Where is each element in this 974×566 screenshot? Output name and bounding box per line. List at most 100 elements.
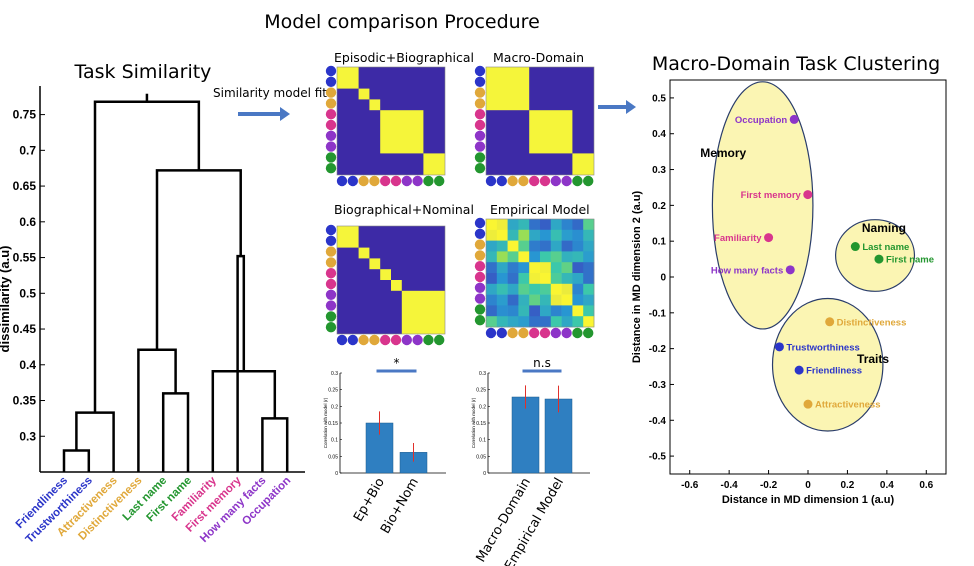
matrix-row-dot (325, 257, 337, 268)
matrix-cell (518, 240, 530, 252)
matrix-cell (529, 283, 541, 295)
matrix-row-dot (325, 130, 337, 141)
cluster-ellipse (834, 219, 916, 292)
matrix-row-dot (325, 109, 337, 120)
model-matrices-panel: Episodic+Biographical Macro-Domain Biograp… (325, 50, 595, 346)
matrix-row-dot (474, 119, 486, 131)
matrix-col-dot (539, 327, 551, 339)
scatter-y-tick-label: -0.4 (649, 416, 667, 427)
matrix-cell (529, 219, 541, 231)
bar-y-tick-label: 0.05 (328, 454, 338, 460)
matrix-row-dot (325, 65, 337, 77)
matrix-cell (540, 219, 552, 231)
matrix-col-dot (496, 327, 507, 339)
matrix-cell (540, 229, 552, 241)
matrix-col-dot (423, 334, 434, 346)
scatter-y-tick-label: 0 (660, 273, 666, 284)
bar-y-tick-label: 0.2 (479, 404, 486, 410)
matrix-frame (336, 66, 446, 176)
matrix-cell (529, 240, 541, 252)
matrix-col-dot (583, 175, 594, 187)
matrix-col-dot (390, 175, 402, 187)
matrix-col-dot (358, 175, 369, 187)
matrix-cell (540, 294, 552, 306)
matrix-row-dot (325, 87, 337, 98)
dendrogram-y-tick-label: 0.65 (13, 179, 37, 193)
matrix-cell (496, 219, 508, 231)
scatter-y-tick-label: 0.4 (652, 129, 666, 140)
scatter-x-axis-label: Distance in MD dimension 1 (a.u) (722, 494, 895, 506)
scatter-x-tick-label: -0.2 (760, 480, 778, 491)
matrix-row-dot (474, 87, 486, 98)
bar-y-tick-label: 0.1 (331, 438, 338, 444)
matrix-col-dot (561, 327, 572, 339)
matrix-cell (496, 316, 508, 328)
scatter-point-label: Trustworthiness (786, 342, 859, 353)
matrix-title: Empirical Model (490, 202, 590, 217)
matrix-cell (496, 283, 508, 295)
matrix-row-dot (325, 278, 337, 290)
matrix-block (529, 110, 573, 154)
matrix-row-dot (474, 217, 486, 229)
dendrogram-link (137, 348, 177, 472)
matrix-cell (518, 219, 530, 231)
matrix-block (369, 99, 381, 111)
arrow-head-1 (626, 100, 636, 114)
scatter-point (803, 190, 813, 200)
matrix-col-dot (561, 175, 572, 187)
matrix-row-dot (325, 311, 337, 322)
matrix-cell (496, 229, 508, 241)
matrix-cell (486, 251, 498, 263)
matrix-title: Episodic+Biographical (334, 50, 474, 65)
matrix-row-dot (325, 300, 337, 311)
matrix-cell (583, 316, 595, 328)
scatter-point-label: Last name (862, 242, 909, 253)
matrix-cell (507, 262, 519, 274)
matrix-col-dot (518, 175, 529, 187)
matrix-cell (550, 294, 562, 306)
matrix-cell (507, 294, 519, 306)
matrix-cell (572, 273, 584, 285)
matrix-cell (518, 229, 530, 241)
matrix-block (423, 153, 445, 175)
scatter-y-axis-label: Distance in MD dimension 2 (a.u) (631, 190, 643, 363)
matrix-cell (583, 219, 595, 231)
matrix-cell (572, 316, 584, 328)
scatter-x-tick-label: 0.4 (880, 480, 894, 491)
matrix-cell (529, 262, 541, 274)
matrix-cell (507, 283, 519, 295)
matrix-col-dot (518, 327, 529, 339)
scatter-panel: -0.6 -0.4 -0.2 0 0.2 0.4 0.6 0.5 0.4 0.3 0.2 0.1 0 -0… (631, 79, 947, 506)
matrix-cell (486, 273, 498, 285)
scatter-y-tick-label: -0.1 (649, 308, 667, 319)
matrix-col-dot (496, 175, 507, 187)
matrix-row-dot (474, 271, 486, 283)
significance-label: * (394, 356, 400, 370)
matrix-cell (550, 229, 562, 241)
matrix-cell (572, 240, 584, 252)
matrix-cell (486, 219, 498, 231)
matrix-cell (550, 219, 562, 231)
matrix-row-dot (474, 163, 486, 174)
bar-y-tick-label: 0.1 (479, 438, 486, 444)
scatter-point (764, 233, 774, 243)
matrix-cell (572, 219, 584, 231)
matrix-cell (486, 262, 498, 274)
matrix-cell (550, 273, 562, 285)
matrix-row-dot (325, 152, 337, 163)
matrix-col-dot (572, 327, 583, 339)
bar-y-tick-label: 0.15 (328, 421, 338, 427)
matrix-cell (540, 316, 552, 328)
matrix-cell (550, 262, 562, 274)
matrix-block (358, 247, 370, 259)
matrix-col-dot (390, 334, 402, 346)
matrix-cell (496, 251, 508, 263)
scatter-point (850, 242, 860, 252)
matrix-cell (550, 283, 562, 295)
scatter-point (825, 317, 835, 327)
matrix-row-dot (325, 322, 337, 333)
scatter-point (774, 342, 784, 352)
matrix-row-dot (325, 289, 337, 300)
matrix-row-dot (474, 239, 486, 250)
